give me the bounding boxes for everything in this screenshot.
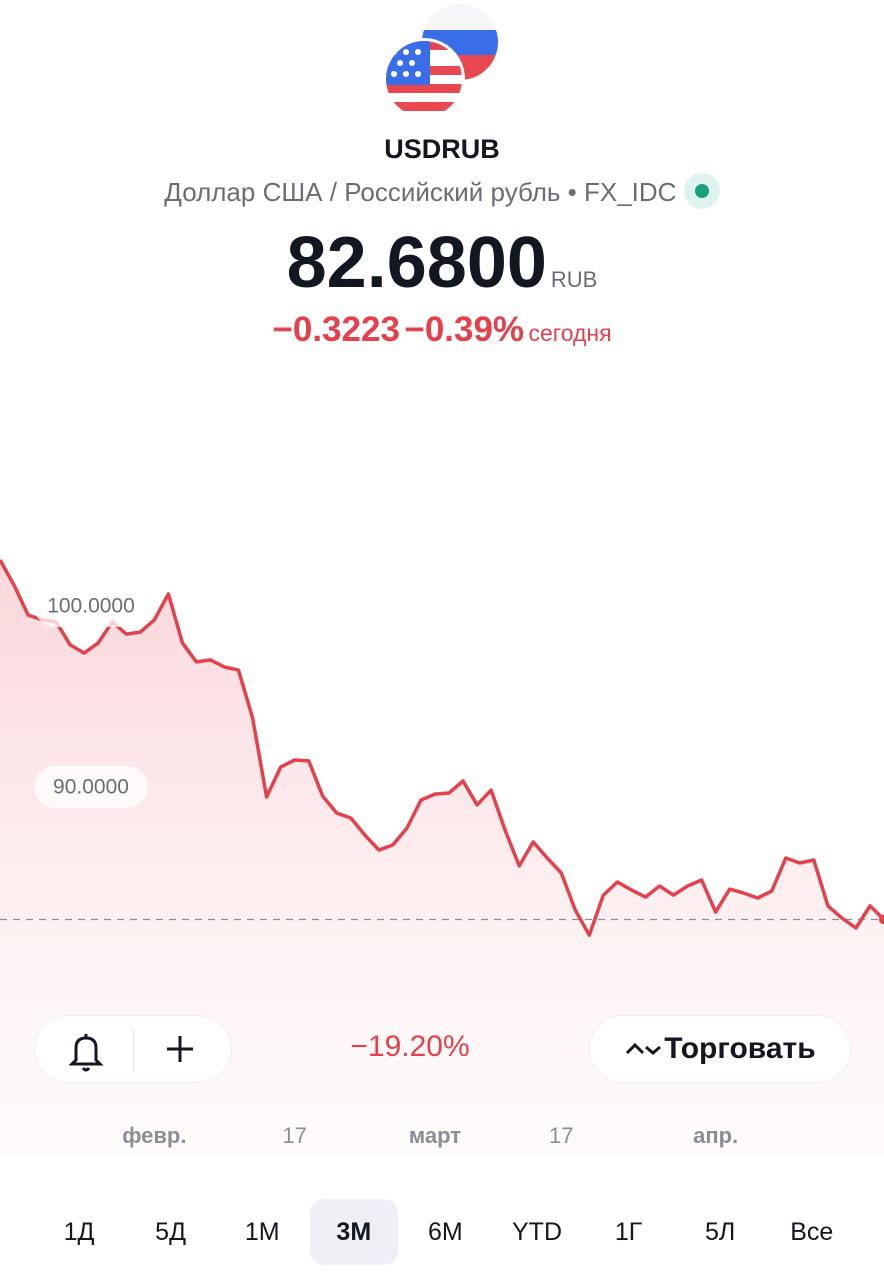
add-button[interactable]	[134, 1016, 231, 1082]
action-group	[35, 1016, 231, 1082]
range-tab[interactable]: 1Г	[614, 1217, 643, 1246]
trade-icon	[626, 1042, 662, 1055]
price-line	[0, 559, 884, 937]
range-tab[interactable]: 5Л	[705, 1217, 736, 1246]
range-tab[interactable]: 5Д	[155, 1217, 187, 1246]
range-selector: 1Д 5Д 1М 3М 6М YTD 1Г 5Л Все	[0, 1155, 884, 1280]
x-tick-label: март	[409, 1123, 461, 1148]
y-tick-bg	[34, 584, 148, 627]
range-tab[interactable]: Все	[790, 1217, 834, 1246]
description-text: Доллар США / Российский рубль • FX_IDC	[164, 176, 677, 207]
area	[0, 560, 884, 1155]
price-row: 82.6800 RUB	[0, 222, 884, 304]
last-point	[879, 914, 884, 925]
alert-button[interactable]	[36, 1016, 133, 1082]
symbol: USDRUB	[384, 134, 500, 164]
y-tick: 90.0000	[34, 766, 148, 809]
x-tick-label: 17	[282, 1123, 306, 1148]
y-tick-label: 90.0000	[53, 776, 129, 799]
currency-flags	[383, 4, 498, 120]
x-tick-label: 17	[549, 1123, 573, 1148]
price-chart: 90.0000 100.0000 февр. 17 март 17 апр.	[0, 559, 884, 1155]
change-row: −0.3223 −0.39% сегодня	[0, 310, 884, 350]
currency: RUB	[550, 267, 598, 292]
range-tab[interactable]: 3М	[309, 1199, 398, 1265]
trade-button[interactable]: Торговать	[590, 1016, 850, 1082]
trade-label[interactable]: Торговать	[664, 1032, 816, 1065]
y-tick-bg	[34, 766, 148, 809]
range-tab[interactable]: YTD	[512, 1217, 562, 1246]
range-tab[interactable]: 6М	[428, 1217, 463, 1246]
change-percent: −0.39%	[404, 310, 525, 349]
price: 82.6800	[286, 223, 547, 303]
change: −0.3223	[272, 310, 400, 349]
range-tab[interactable]: 1М	[244, 1217, 280, 1246]
description: Доллар США / Российский рубль • FX_IDC	[0, 173, 884, 212]
y-tick-label: 100.0000	[47, 595, 135, 618]
period-label: сегодня	[528, 320, 612, 346]
live-indicator	[683, 173, 720, 209]
y-tick: 100.0000	[34, 584, 148, 627]
x-tick-label: февр.	[122, 1123, 186, 1148]
period-change: −19.20%	[350, 1030, 470, 1063]
range-tab[interactable]: 1Д	[63, 1217, 95, 1246]
x-tick-label: апр.	[693, 1123, 738, 1148]
